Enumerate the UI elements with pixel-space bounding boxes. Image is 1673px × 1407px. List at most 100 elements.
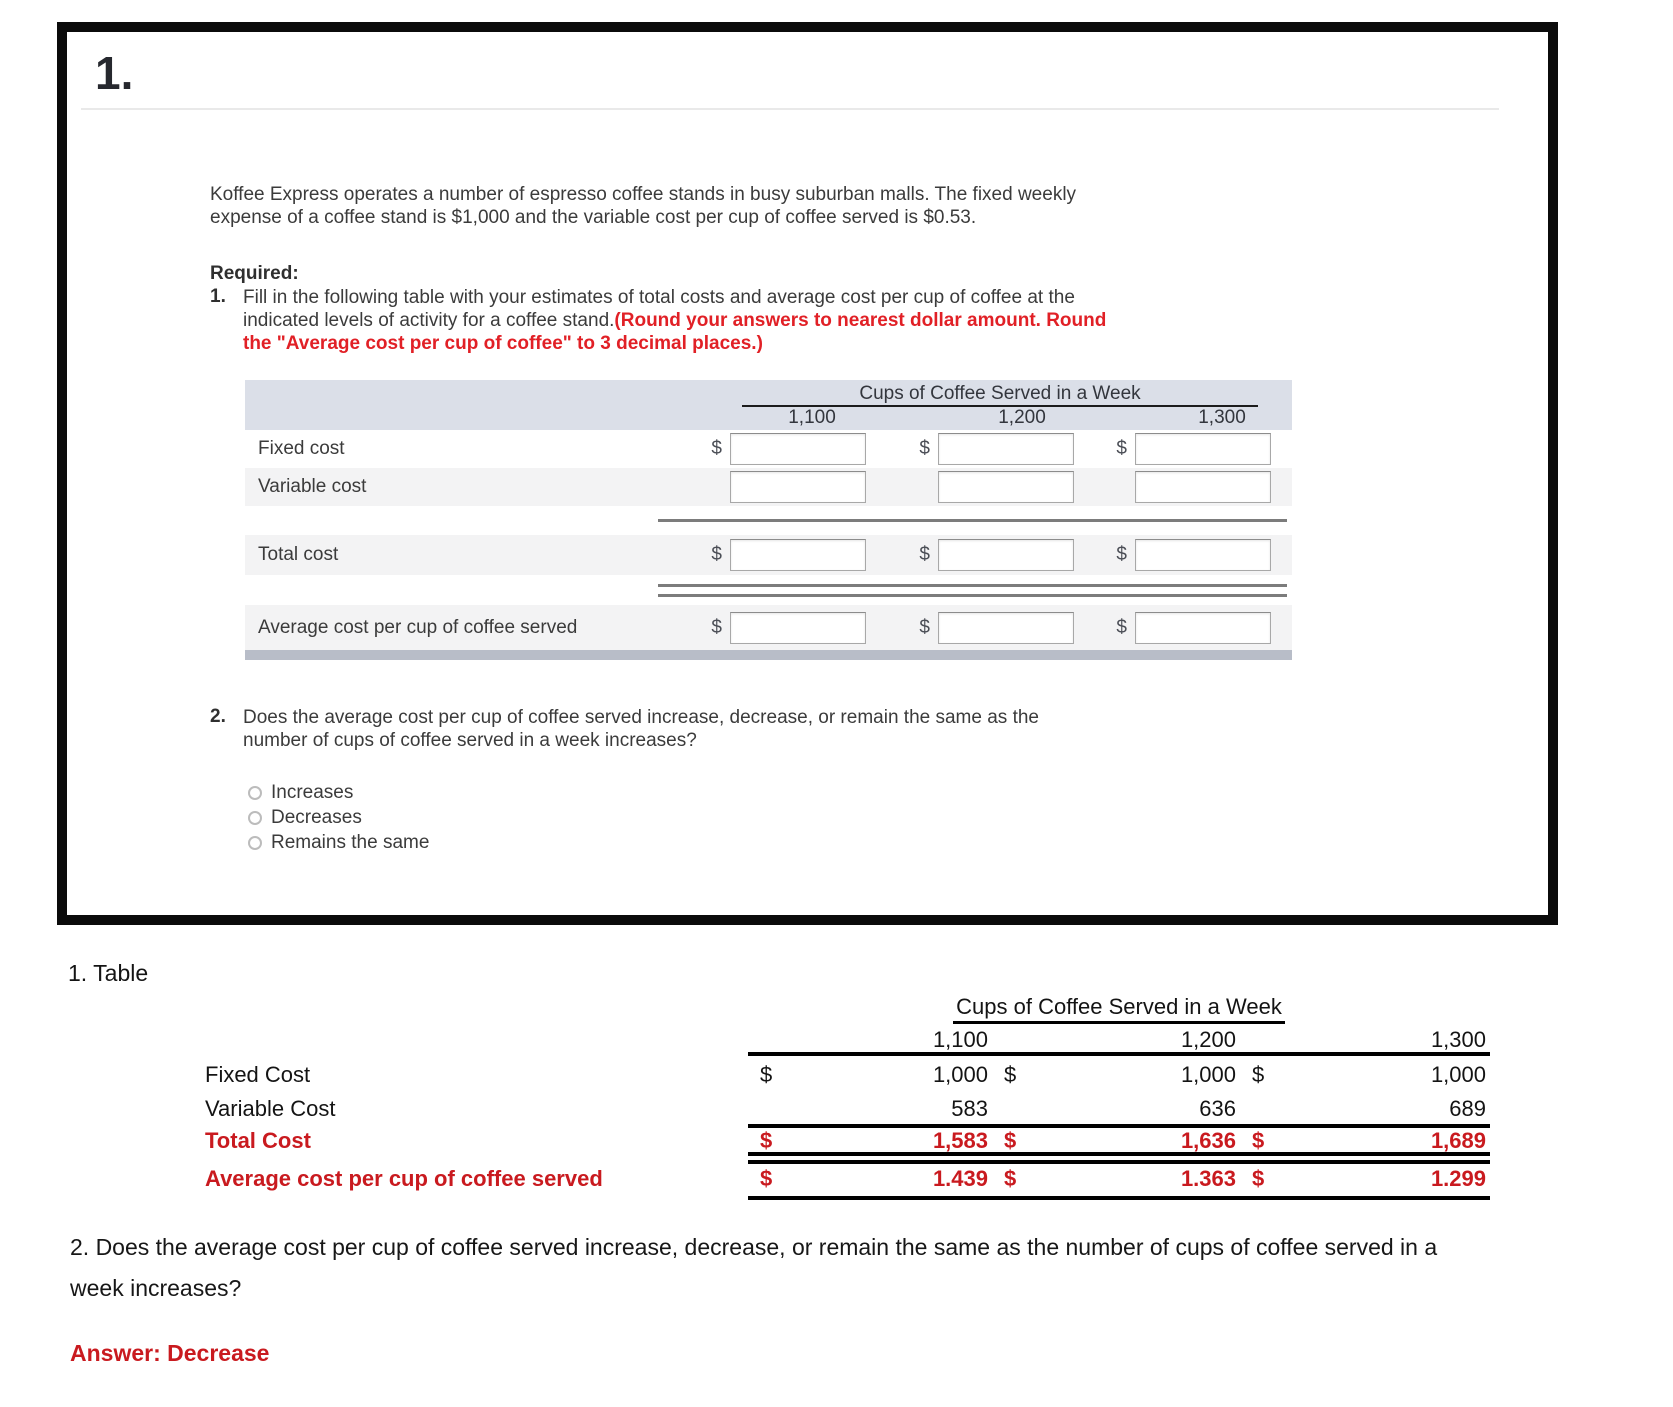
answer-col-1200: 1,200 xyxy=(1180,1027,1236,1052)
dollar-sign: $ xyxy=(1252,1128,1265,1153)
worksheet-table-header: Cups of Coffee Served in a Week 1,100 1,… xyxy=(245,380,1292,430)
double-rule xyxy=(245,575,1292,605)
question-number: 1. xyxy=(95,47,134,99)
option-increases-label: Increases xyxy=(271,782,354,803)
fixed-cost-value-1200: 1,000 xyxy=(1180,1062,1236,1087)
total-cost-input-1300[interactable] xyxy=(1135,539,1271,571)
answer-total-cost-label: Total Cost xyxy=(205,1128,311,1153)
average-cost-row: Average cost per cup of coffee served $ … xyxy=(245,605,1292,650)
radio-decreases-icon[interactable] xyxy=(248,811,262,825)
average-cost-label: Average cost per cup of coffee served xyxy=(258,616,578,638)
dollar-sign: $ xyxy=(760,1062,773,1087)
answer-fixed-cost-row: Fixed Cost $1,000 $1,000 $1,000 xyxy=(205,1058,1490,1092)
answer-col-1100: 1,100 xyxy=(932,1027,988,1052)
answer-table-title: Cups of Coffee Served in a Week xyxy=(748,994,1490,1024)
option-decreases-label: Decreases xyxy=(271,807,362,828)
answer-table-heading: 1. Table xyxy=(68,960,149,986)
worksheet-table-title: Cups of Coffee Served in a Week xyxy=(742,383,1258,407)
answer-table-column-headers: 1,100 1,200 1,300 xyxy=(205,1027,1490,1052)
answer-total-cost-row: Total Cost $1,583 $1,636 $1,689 xyxy=(205,1128,1490,1154)
average-cost-input-1200[interactable] xyxy=(938,611,1074,644)
fixed-cost-row: Fixed cost $ $ $ xyxy=(245,430,1292,468)
dollar-sign: $ xyxy=(711,616,722,638)
total-cost-value-1100: 1,583 xyxy=(932,1128,988,1153)
variable-cost-input-1200[interactable] xyxy=(938,471,1074,503)
problem-statement: Koffee Express operates a number of espr… xyxy=(210,183,1076,229)
fixed-cost-input-1100[interactable] xyxy=(730,433,866,465)
total-cost-row: Total cost $ $ $ xyxy=(245,535,1292,575)
requirement-2-line-1: Does the average cost per cup of coffee … xyxy=(243,707,1039,728)
question-box: 1. Koffee Express operates a number of e… xyxy=(57,22,1558,925)
option-increases: Increases xyxy=(248,782,353,804)
dollar-sign: $ xyxy=(1116,438,1127,459)
average-cost-input-1100[interactable] xyxy=(730,611,866,644)
table-bottom-bar xyxy=(245,650,1292,660)
requirement-1-line-2: indicated levels of activity for a coffe… xyxy=(243,310,1107,331)
answer-fixed-cost-label: Fixed Cost xyxy=(205,1062,311,1087)
variable-cost-input-1300[interactable] xyxy=(1135,471,1271,503)
answer-question-line-1: 2. Does the average cost per cup of coff… xyxy=(70,1234,1438,1260)
total-cost-input-1100[interactable] xyxy=(730,539,866,571)
option-decreases: Decreases xyxy=(248,807,362,829)
fixed-cost-value-1300: 1,000 xyxy=(1430,1062,1486,1087)
radio-remains-the-same-icon[interactable] xyxy=(248,836,262,850)
rule-under-average xyxy=(748,1196,1490,1200)
dollar-sign: $ xyxy=(1116,544,1127,565)
variable-cost-row: Variable cost xyxy=(245,468,1292,506)
fixed-cost-label: Fixed cost xyxy=(258,438,345,459)
dollar-sign: $ xyxy=(711,438,722,459)
variable-cost-value-1300: 689 xyxy=(1449,1096,1486,1121)
column-header-1200: 1,200 xyxy=(998,407,1046,428)
rule-under-headers xyxy=(748,1052,1490,1056)
average-cost-input-1300[interactable] xyxy=(1135,611,1271,644)
worksheet-table: Cups of Coffee Served in a Week 1,100 1,… xyxy=(245,380,1292,660)
dollar-sign: $ xyxy=(919,616,930,638)
answer-average-cost-row: Average cost per cup of coffee served $1… xyxy=(205,1164,1490,1194)
answer-question-line-2: week increases? xyxy=(70,1275,242,1301)
dollar-sign: $ xyxy=(1004,1128,1017,1153)
rule-above-total xyxy=(748,1124,1490,1128)
column-header-1100: 1,100 xyxy=(788,407,836,428)
double-rule-under-total xyxy=(748,1152,1490,1164)
dollar-sign: $ xyxy=(1004,1062,1017,1087)
requirement-2-line-2: number of cups of coffee served in a wee… xyxy=(243,730,697,751)
average-cost-value-1300: 1.299 xyxy=(1430,1166,1486,1191)
column-header-1300: 1,300 xyxy=(1198,407,1246,428)
average-cost-value-1200: 1.363 xyxy=(1180,1166,1236,1191)
total-cost-value-1300: 1,689 xyxy=(1430,1128,1486,1153)
dollar-sign: $ xyxy=(760,1128,773,1153)
divider xyxy=(81,108,1499,110)
single-rule xyxy=(245,506,1292,535)
fixed-cost-input-1200[interactable] xyxy=(938,433,1074,465)
fixed-cost-value-1100: 1,000 xyxy=(932,1062,988,1087)
total-cost-input-1200[interactable] xyxy=(938,539,1074,571)
dollar-sign: $ xyxy=(711,544,722,565)
dollar-sign: $ xyxy=(919,438,930,459)
total-cost-value-1200: 1,636 xyxy=(1180,1128,1236,1153)
answer-variable-cost-label: Variable Cost xyxy=(205,1096,336,1121)
variable-cost-value-1100: 583 xyxy=(951,1096,988,1121)
average-cost-value-1100: 1.439 xyxy=(932,1166,988,1191)
dollar-sign: $ xyxy=(1004,1166,1017,1191)
dollar-sign: $ xyxy=(1252,1062,1265,1087)
final-answer: Answer: Decrease xyxy=(70,1340,270,1366)
dollar-sign: $ xyxy=(1116,616,1127,638)
requirement-2-number: 2. xyxy=(210,706,226,727)
problem-line-2: expense of a coffee stand is $1,000 and … xyxy=(210,207,977,228)
requirement-1-line-1: Fill in the following table with your es… xyxy=(243,287,1075,308)
option-remains-the-same-label: Remains the same xyxy=(271,832,430,853)
fixed-cost-input-1300[interactable] xyxy=(1135,433,1271,465)
problem-line-1: Koffee Express operates a number of espr… xyxy=(210,184,1077,205)
variable-cost-value-1200: 636 xyxy=(1199,1096,1236,1121)
answer-average-cost-label: Average cost per cup of coffee served xyxy=(205,1166,603,1191)
dollar-sign: $ xyxy=(760,1166,773,1191)
required-label: Required: xyxy=(210,263,299,284)
radio-increases-icon[interactable] xyxy=(248,786,262,800)
requirement-1-number: 1. xyxy=(210,286,226,307)
dollar-sign: $ xyxy=(1252,1166,1265,1191)
answer-col-1300: 1,300 xyxy=(1430,1027,1486,1052)
variable-cost-input-1100[interactable] xyxy=(730,471,866,503)
total-cost-label: Total cost xyxy=(258,544,339,565)
